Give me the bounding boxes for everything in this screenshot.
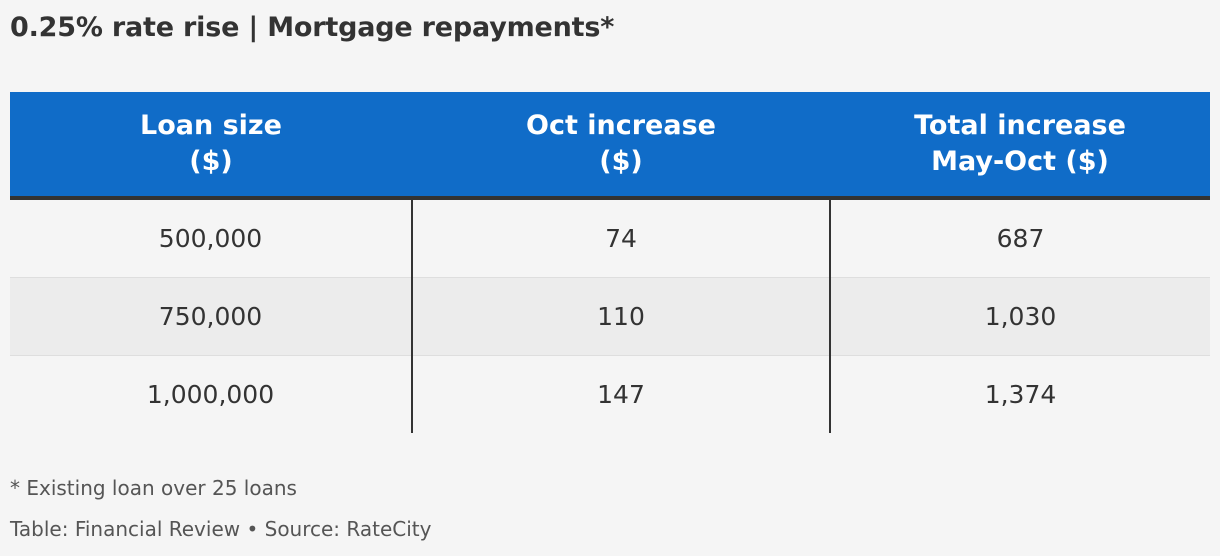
table-cell: 1,374	[830, 355, 1210, 433]
table-cell: 500,000	[10, 198, 413, 278]
table-cell: 110	[412, 277, 831, 356]
column-header-total-increase: Total increase May-Oct ($)	[830, 92, 1210, 200]
table-row: 750,000 110 1,030	[10, 277, 1210, 356]
table-cell: 74	[412, 198, 831, 278]
table-row: 1,000,000 147 1,374	[10, 355, 1210, 433]
footnote: * Existing loan over 25 loans	[10, 476, 297, 500]
column-header-loan-size: Loan size ($)	[10, 92, 412, 200]
column-header-line: May-Oct ($)	[931, 146, 1109, 177]
table-cell: 750,000	[10, 277, 413, 356]
column-header-line: Oct increase	[526, 110, 716, 141]
table-header-row: Loan size ($) Oct increase ($) Total inc…	[10, 92, 1210, 200]
source-credit: Table: Financial Review • Source: RateCi…	[10, 517, 432, 541]
data-table: Loan size ($) Oct increase ($) Total inc…	[10, 92, 1210, 433]
table-cell: 687	[830, 198, 1210, 278]
column-header-line: Total increase	[914, 110, 1126, 141]
column-header-line: ($)	[599, 146, 643, 177]
table-cell: 1,030	[830, 277, 1210, 356]
column-header-line: ($)	[189, 146, 233, 177]
table-row: 500,000 74 687	[10, 198, 1210, 278]
column-header-line: Loan size	[140, 110, 282, 141]
chart-title: 0.25% rate rise | Mortgage repayments*	[10, 12, 615, 43]
column-header-oct-increase: Oct increase ($)	[412, 92, 830, 200]
table-cell: 147	[412, 355, 831, 433]
table-cell: 1,000,000	[10, 355, 413, 433]
